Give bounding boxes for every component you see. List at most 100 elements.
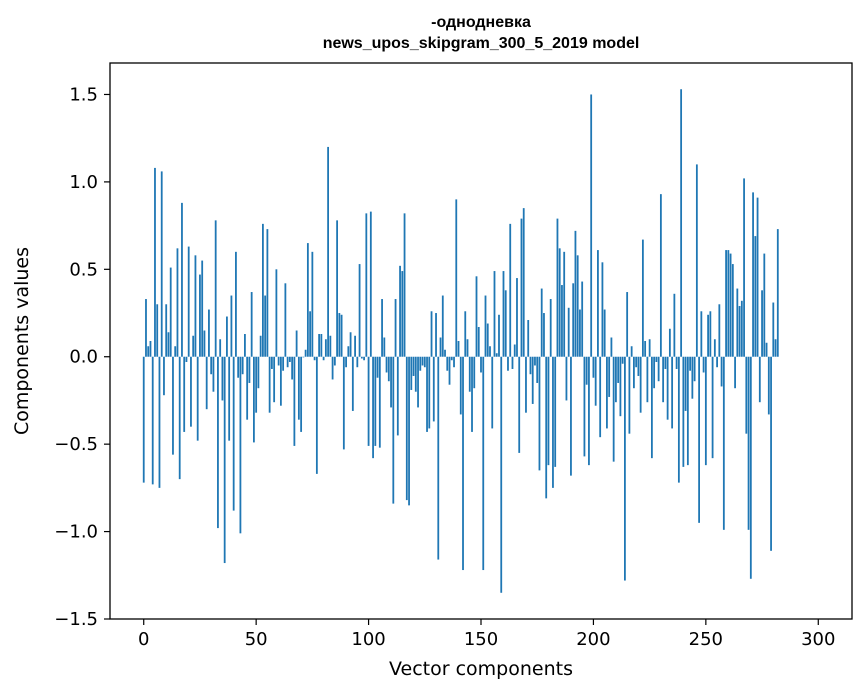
bar-144 <box>466 339 469 357</box>
x-tick-label: 250 <box>689 629 723 650</box>
bar-278 <box>767 356 770 415</box>
bar-155 <box>491 356 494 429</box>
bar-187 <box>563 251 566 357</box>
bar-181 <box>549 299 552 357</box>
bar-161 <box>504 290 507 357</box>
bar-254 <box>713 339 716 357</box>
bar-132 <box>439 337 442 357</box>
bar-19 <box>185 356 188 362</box>
bar-243 <box>689 356 692 371</box>
bar-268 <box>745 356 748 434</box>
bar-85 <box>333 356 336 366</box>
y-tick-label: −1.5 <box>54 609 98 630</box>
bar-237 <box>675 356 678 369</box>
bar-139 <box>455 199 458 357</box>
bar-35 <box>221 356 224 401</box>
bar-180 <box>547 356 550 466</box>
bar-164 <box>511 356 514 369</box>
chart-title-line-1: -однодневка <box>431 14 531 31</box>
bar-16 <box>178 356 181 480</box>
bar-72 <box>304 349 307 357</box>
bar-68 <box>295 330 298 357</box>
bar-245 <box>693 356 696 382</box>
bar-201 <box>594 356 597 406</box>
bar-117 <box>405 356 408 501</box>
bar-6 <box>156 304 159 357</box>
bar-17 <box>181 202 183 357</box>
bar-96 <box>358 264 361 357</box>
bar-146 <box>471 356 473 432</box>
bar-264 <box>736 288 739 357</box>
bar-100 <box>367 356 370 446</box>
bar-202 <box>597 250 599 357</box>
axes-frame <box>109 62 853 620</box>
bar-82 <box>327 146 329 357</box>
bar-246 <box>695 164 698 357</box>
bar-253 <box>711 356 714 459</box>
bar-158 <box>498 314 500 357</box>
bar-157 <box>495 353 498 357</box>
bar-258 <box>722 356 725 530</box>
bar-24 <box>196 356 199 441</box>
bar-184 <box>556 218 559 357</box>
bar-266 <box>740 300 743 357</box>
bar-175 <box>536 356 539 383</box>
x-axis-label: Vector components <box>389 658 573 680</box>
bar-110 <box>390 356 392 408</box>
bar-229 <box>657 356 660 382</box>
bar-177 <box>540 288 543 357</box>
bar-112 <box>394 299 397 357</box>
bar-94 <box>354 335 356 357</box>
bar-194 <box>579 309 581 357</box>
bar-9 <box>163 356 165 396</box>
y-tick-label: −1.0 <box>54 522 98 543</box>
bar-134 <box>444 349 446 357</box>
bar-141 <box>459 356 462 415</box>
bar-163 <box>509 223 512 357</box>
bar-275 <box>761 290 763 357</box>
x-tick-label: 200 <box>576 629 610 650</box>
bar-232 <box>664 356 667 369</box>
bar-152 <box>484 295 487 357</box>
bar-109 <box>387 356 390 382</box>
bar-168 <box>520 218 523 357</box>
bar-135 <box>446 356 449 371</box>
bar-169 <box>522 208 525 357</box>
bar-227 <box>653 356 656 389</box>
bar-44 <box>241 356 244 375</box>
bar-218 <box>633 356 635 389</box>
bar-272 <box>754 236 757 357</box>
bar-193 <box>576 255 579 357</box>
bar-64 <box>286 356 289 368</box>
bar-51 <box>257 356 260 389</box>
bar-25 <box>199 274 201 357</box>
bar-104 <box>376 356 379 378</box>
bar-248 <box>700 311 703 357</box>
bar-257 <box>720 356 723 387</box>
bar-189 <box>567 307 570 357</box>
bar-231 <box>662 356 665 403</box>
bar-26 <box>201 260 204 357</box>
bar-239 <box>680 89 683 357</box>
bar-84 <box>331 356 334 380</box>
bar-58 <box>273 356 276 403</box>
bar-183 <box>554 356 557 467</box>
chart-title-line-2: news_upos_skipgram_300_5_2019 model <box>322 35 640 52</box>
bar-162 <box>507 356 509 371</box>
bar-226 <box>650 356 653 459</box>
bar-220 <box>637 356 640 376</box>
bar-273 <box>756 197 759 357</box>
bar-59 <box>275 269 278 357</box>
bar-95 <box>356 356 359 368</box>
y-tick-label: 0.5 <box>69 259 98 280</box>
x-tick-label: 300 <box>801 629 835 650</box>
bar-105 <box>378 356 381 448</box>
bar-259 <box>725 250 727 357</box>
bar-77 <box>315 356 318 474</box>
bar-178 <box>543 313 545 357</box>
bar-280 <box>772 302 775 357</box>
bar-198 <box>588 356 590 466</box>
bar-90 <box>345 356 347 368</box>
bar-153 <box>486 323 489 357</box>
